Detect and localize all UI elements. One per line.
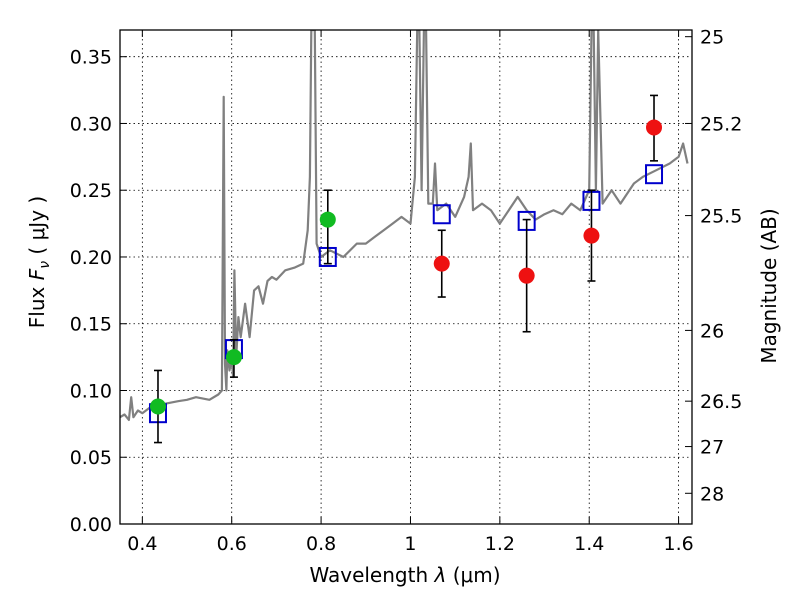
y-tick-label: 0.00: [70, 514, 112, 536]
y-tick-label: 0.20: [70, 247, 112, 269]
right-tick-label: 26: [700, 320, 724, 342]
data-point: [518, 267, 535, 284]
y-tick-label: 0.25: [70, 180, 112, 202]
x-axis-label: Wavelength λ (μm): [309, 563, 500, 587]
data-point: [433, 255, 450, 272]
y-tick-label: 0.15: [70, 314, 112, 336]
y-axis-label: Flux Fν ( μJy ): [25, 196, 53, 328]
right-tick-label: 28: [700, 483, 724, 505]
y-tick-label: 0.10: [70, 380, 112, 402]
plot-frame: [119, 29, 693, 525]
right-tick-label: 26.5: [700, 391, 742, 413]
y-tick-label: 0.05: [70, 447, 112, 469]
right-axis-label: Magnitude (AB): [757, 208, 781, 363]
right-tick-label: 27: [700, 437, 724, 459]
data-point: [319, 211, 336, 228]
model-photometry-square: [432, 204, 451, 225]
right-tick-label: 25.5: [700, 206, 742, 228]
x-tick-label: 0.4: [127, 533, 157, 555]
data-point: [583, 227, 600, 244]
right-tick-label: 25.2: [700, 113, 742, 135]
x-tick-label: 1: [404, 533, 416, 555]
spectrum-line: [120, 30, 689, 421]
x-tick-label: 0.8: [306, 533, 336, 555]
model-photometry-square: [645, 164, 664, 185]
plot-area: [120, 30, 689, 444]
data-point: [225, 349, 242, 366]
y-tick-label: 0.35: [70, 47, 112, 69]
plot-clip-group: [120, 30, 689, 444]
x-tick-label: 1.6: [663, 533, 693, 555]
axis-ticks: 0.4 0.6 0.8 1 1.2 1.4 1.6 0.00 0.05 0.10 0.15 0.20 0…: [70, 27, 743, 555]
x-tick-label: 1.2: [485, 533, 515, 555]
x-tick-label: 1.4: [574, 533, 604, 555]
data-point: [646, 119, 663, 136]
data-point: [149, 398, 166, 415]
x-tick-label: 0.6: [217, 533, 247, 555]
right-tick-label: 25: [700, 27, 724, 49]
y-tick-label: 0.30: [70, 113, 112, 135]
